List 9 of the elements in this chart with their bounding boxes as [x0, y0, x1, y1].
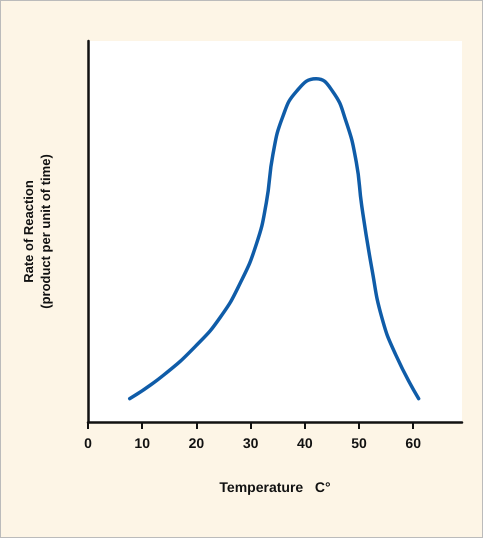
x-axis-title: Temperature C°	[219, 479, 331, 495]
x-tick-label: 10	[134, 435, 150, 451]
x-tick-label: 40	[297, 435, 313, 451]
x-tick-label: 60	[405, 435, 422, 451]
y-axis-title: Rate of Reaction (product per unit of time)	[21, 154, 53, 309]
x-tick-label: 20	[188, 435, 204, 451]
x-tick-label: 0	[84, 435, 92, 451]
x-tick-label: 50	[351, 435, 368, 451]
x-tick-label: 30	[242, 435, 259, 451]
